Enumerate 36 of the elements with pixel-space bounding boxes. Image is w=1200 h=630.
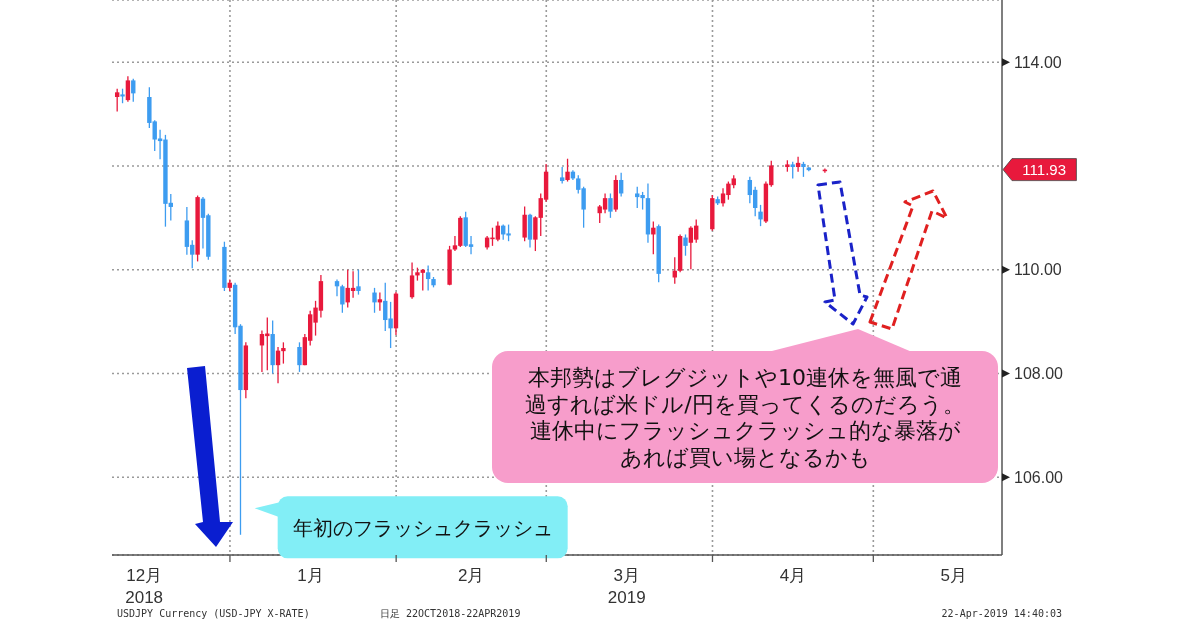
candlestick: [281, 341, 286, 365]
text: 日足 22OCT2018-22APR2019: [380, 608, 521, 619]
candlestick: [683, 233, 688, 257]
candlestick: [297, 341, 302, 373]
candlestick: [688, 225, 694, 270]
y-tick-label: 114.00: [1014, 54, 1062, 71]
x-tick-label: 2月: [457, 566, 485, 585]
candlestick: [747, 176, 753, 204]
candlestick: [340, 284, 345, 314]
annotation: 年初のフラッシュクラッシュ: [292, 515, 553, 540]
candlestick: [602, 192, 608, 214]
candlestick: [758, 204, 763, 227]
text: 22-Apr-2019 14:40:03: [941, 608, 1062, 619]
candlestick: [425, 264, 431, 292]
candlestick: [608, 192, 613, 219]
annotation: 本邦勢はブレグジットや10連休を無風で通過すれば米ドル/円を買ってくるのだろう。連休中にフラッシュクラッシュ的な暴落があれば買い場となるかも: [525, 365, 965, 470]
text: 111.93: [1022, 161, 1067, 179]
candlestick: [522, 205, 527, 242]
candlestick: [114, 88, 120, 113]
candlestick: [672, 256, 677, 285]
y-tick-label: 110.00: [1014, 261, 1062, 279]
candlestick: [372, 287, 377, 314]
candlestick: [356, 269, 361, 296]
x-tick-label: 5月: [940, 566, 967, 585]
x-tick-label: 12月 2018: [125, 566, 164, 607]
x-tick-label: 4月: [779, 566, 807, 585]
x-tick-label: 3月 2019: [607, 566, 646, 607]
candlestick: [131, 78, 136, 103]
text: USDJPY Currency (USD-JPY X-RATE): [117, 608, 310, 619]
y-tick-label: 106.00: [1014, 468, 1064, 486]
candlestick: [409, 261, 415, 300]
candlestick: [651, 220, 656, 255]
candlestick: [565, 158, 570, 183]
y-tick-label: 108.00: [1014, 365, 1064, 383]
x-tick-label: 1月: [297, 566, 324, 585]
candlestick: [125, 75, 131, 103]
